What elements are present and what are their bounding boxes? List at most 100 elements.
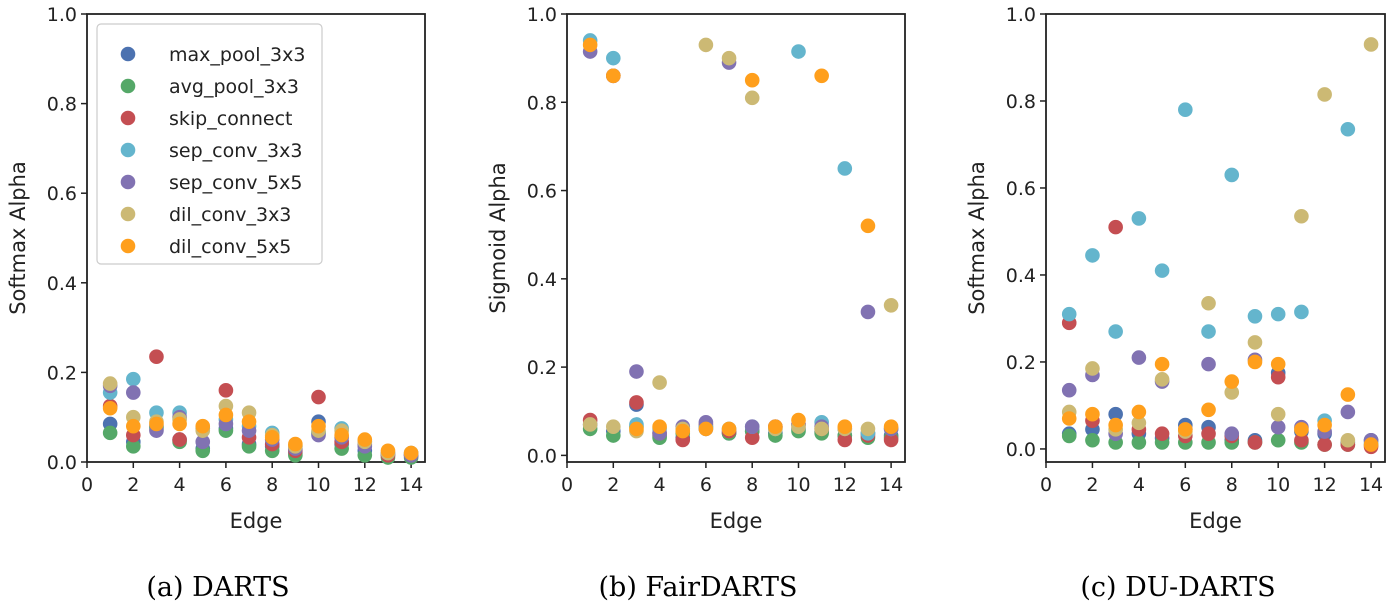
data-point-dil-conv-3x3	[1340, 432, 1356, 448]
data-point-dil-conv-5x5	[721, 421, 737, 437]
data-point-skip-connect	[837, 432, 853, 448]
data-point-dil-conv-3x3	[744, 90, 760, 106]
data-point-dil-conv-5x5	[860, 218, 876, 234]
data-point-avg-pool-3x3	[1061, 428, 1077, 444]
y-tick-label: 0.6	[527, 181, 557, 203]
data-point-avg-pool-3x3	[1085, 432, 1100, 448]
data-point-sep-conv-3x3	[1270, 306, 1286, 322]
x-axis-label: Edge	[230, 509, 283, 533]
data-point-sep-conv-3x3	[1131, 211, 1147, 226]
data-point-sep-conv-3x3	[1154, 263, 1170, 278]
data-point-dil-conv-3x3	[1247, 335, 1263, 350]
y-tick-label: 0.6	[1006, 178, 1036, 200]
data-point-dil-conv-5x5	[883, 419, 899, 434]
y-tick-label: 0.4	[527, 269, 557, 291]
data-point-skip-connect	[311, 389, 326, 405]
y-axis-label: Sigmoid Alpha	[486, 162, 510, 313]
legend-marker-dil-conv-5x5	[120, 238, 136, 254]
data-point-skip-connect	[172, 432, 187, 447]
data-point-dil-conv-3x3	[1201, 295, 1216, 311]
data-point-sep-conv-5x5	[1270, 419, 1286, 435]
data-point-sep-conv-3x3	[1061, 306, 1077, 322]
data-point-dil-conv-5x5	[1317, 417, 1332, 433]
data-point-sep-conv-5x5	[860, 304, 876, 320]
data-point-skip-connect	[883, 432, 899, 448]
x-tick-label: 10	[786, 474, 810, 496]
data-point-dil-conv-3x3	[860, 421, 876, 437]
x-tick-label: 10	[306, 474, 330, 496]
x-tick-label: 0	[1040, 474, 1052, 496]
legend-marker-sep-conv-3x3	[120, 142, 136, 158]
data-point-skip-connect	[149, 349, 164, 365]
legend-marker-max-pool-3x3	[120, 46, 136, 62]
y-tick-label: 0.8	[1006, 91, 1036, 113]
data-point-sep-conv-3x3	[1294, 304, 1309, 320]
data-point-dil-conv-5x5	[1363, 437, 1379, 452]
data-point-dil-conv-3x3	[1085, 361, 1100, 376]
data-point-dil-conv-5x5	[403, 445, 419, 461]
y-axis-label: Softmax Alpha	[6, 161, 30, 315]
x-axis-label: Edge	[1189, 509, 1242, 533]
x-tick-label: 0	[561, 474, 573, 496]
x-tick-label: 6	[1179, 474, 1191, 496]
x-tick-label: 8	[1226, 474, 1238, 496]
legend-box	[96, 23, 323, 265]
data-point-sep-conv-3x3	[1108, 324, 1123, 339]
legend-marker-avg-pool-3x3	[120, 78, 136, 94]
data-point-dil-conv-5x5	[744, 72, 760, 88]
legend-label-max-pool-3x3: max_pool_3x3	[169, 44, 305, 66]
x-axis-label: Edge	[710, 509, 763, 533]
data-point-dil-conv-3x3	[1294, 208, 1309, 224]
legend-label-avg-pool-3x3: avg_pool_3x3	[169, 76, 299, 98]
data-point-dil-conv-5x5	[218, 407, 234, 423]
data-point-avg-pool-3x3	[1270, 432, 1286, 448]
data-point-dil-conv-3x3	[814, 421, 829, 437]
x-tick-label: 6	[220, 474, 232, 496]
data-point-sep-conv-3x3	[606, 50, 621, 66]
x-tick-label: 8	[746, 474, 758, 496]
y-tick-label: 0.4	[47, 273, 77, 295]
y-tick-label: 0.2	[1006, 352, 1036, 374]
panel-caption: (a) DARTS	[146, 572, 289, 603]
data-point-dil-conv-3x3	[1317, 87, 1332, 102]
data-point-skip-connect	[1294, 432, 1309, 448]
x-tick-label: 14	[399, 474, 423, 496]
data-point-dil-conv-3x3	[1363, 37, 1379, 52]
data-point-dil-conv-5x5	[837, 419, 853, 434]
y-tick-label: 0.2	[527, 357, 557, 379]
data-point-sep-conv-5x5	[629, 364, 644, 379]
panel-caption: (b) FairDARTS	[599, 572, 798, 603]
data-point-skip-connect	[1108, 219, 1123, 235]
data-point-dil-conv-3x3	[1270, 406, 1286, 422]
data-point-dil-conv-5x5	[1294, 422, 1309, 437]
data-point-dil-conv-5x5	[606, 68, 621, 84]
x-tick-label: 2	[607, 474, 619, 496]
data-point-sep-conv-5x5	[195, 434, 211, 450]
data-point-dil-conv-5x5	[1085, 406, 1100, 422]
chart-panel-fairdarts: 0 2 4 6 8 10 12 14 0.0 0.2 0.4 0.6 0.8 1.0 Edge Sigmoid…	[486, 4, 906, 603]
data-point-dil-conv-5x5	[675, 423, 691, 439]
data-point-sep-conv-5x5	[744, 419, 760, 434]
data-point-skip-connect	[1154, 426, 1170, 442]
data-point-dil-conv-5x5	[264, 430, 280, 445]
legend-marker-skip-connect	[120, 110, 136, 126]
data-point-skip-connect	[744, 430, 760, 446]
data-point-sep-conv-3x3	[837, 161, 853, 176]
panel-caption: (c) DU-DARTS	[1080, 572, 1275, 603]
legend-label-skip-connect: skip_connect	[169, 108, 292, 130]
data-point-dil-conv-5x5	[102, 400, 118, 416]
data-point-dil-conv-5x5	[1340, 387, 1356, 402]
data-point-sep-conv-5x5	[1131, 350, 1147, 365]
y-tick-label: 0.8	[527, 92, 557, 114]
data-point-dil-conv-5x5	[1201, 402, 1216, 418]
data-point-dil-conv-5x5	[1108, 417, 1123, 433]
chart-panel-darts: 0 2 4 6 8 10 12 14 0.0 0.2 0.4 0.6 0.8 1.0 Edge Softmax…	[6, 4, 426, 603]
data-point-skip-connect	[1247, 435, 1263, 450]
data-point-dil-conv-5x5	[357, 432, 373, 447]
data-point-dil-conv-5x5	[698, 421, 714, 437]
data-point-dil-conv-5x5	[582, 37, 598, 53]
data-point-sep-conv-3x3	[1085, 248, 1100, 263]
data-point-avg-pool-3x3	[1131, 435, 1147, 450]
y-axis-label: Softmax Alpha	[965, 161, 989, 315]
